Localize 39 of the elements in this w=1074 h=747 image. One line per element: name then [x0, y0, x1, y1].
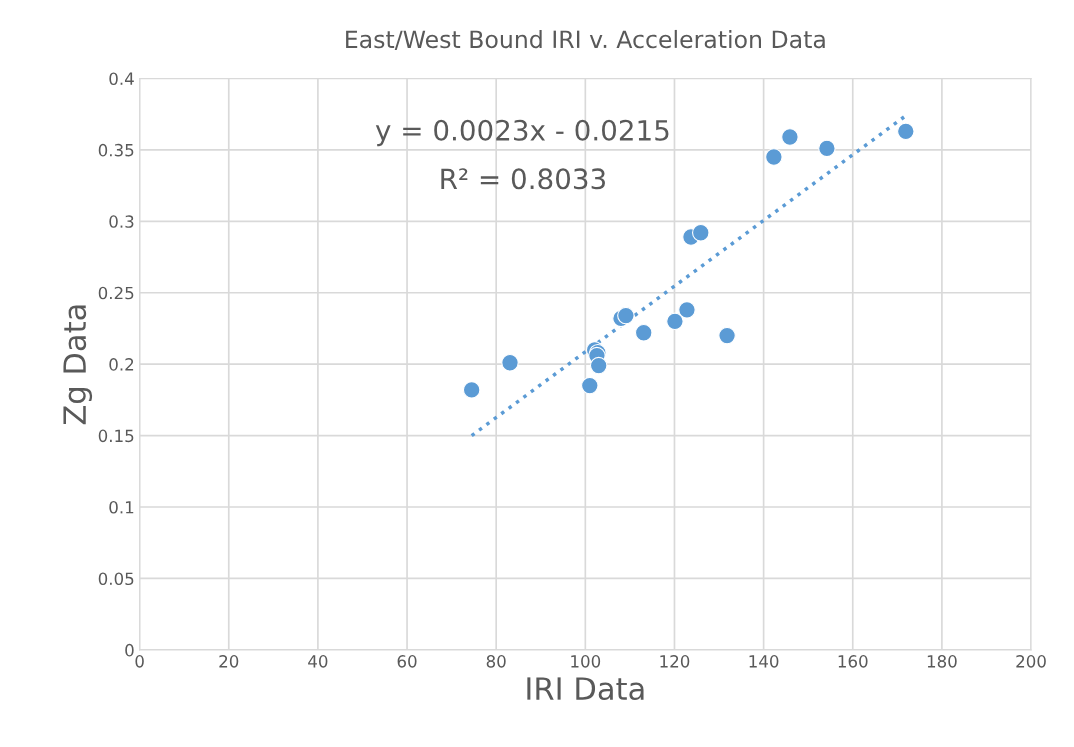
- y-tick-label: 0.2: [109, 358, 134, 371]
- x-tick-label: 200: [1016, 655, 1046, 668]
- x-axis-title: IRI Data: [527, 677, 644, 701]
- point: [634, 323, 653, 342]
- chart-title: East/West Bound IRI v. Acceleration Data: [346, 29, 825, 51]
- point: [718, 326, 736, 345]
- point: [781, 128, 799, 146]
- x-tick-label: 180: [927, 655, 957, 668]
- point: [617, 306, 635, 325]
- x-tick-label: 0: [135, 655, 144, 668]
- x-tick-label: 120: [660, 655, 690, 668]
- point: [678, 301, 696, 319]
- x-tick-label: 40: [308, 655, 328, 668]
- x-tick-label: 100: [571, 655, 601, 668]
- x-tick-label: 20: [219, 655, 239, 668]
- x-tick-label: 140: [749, 655, 779, 668]
- point: [589, 356, 608, 375]
- point: [765, 148, 783, 166]
- point: [501, 353, 519, 372]
- y-tick-label: 0.05: [98, 572, 134, 586]
- x-tick-label: 80: [486, 655, 506, 668]
- y-tick-label: 0.15: [98, 429, 134, 443]
- y-axis-title: Zg Data: [63, 305, 93, 425]
- annotation: R² = 0.8033: [441, 168, 605, 190]
- point: [666, 312, 684, 331]
- point: [897, 122, 915, 141]
- annotation: y = 0.0023x - 0.0215: [375, 119, 669, 147]
- point: [818, 139, 836, 158]
- y-tick-label: 0.1: [109, 500, 134, 514]
- point: [691, 223, 710, 242]
- y-tick-label: 0.35: [98, 143, 134, 157]
- point: [581, 376, 599, 395]
- x-tick-label: 60: [397, 655, 417, 668]
- y-tick-label: 0.4: [109, 72, 134, 85]
- y-tick-label: 0.3: [109, 215, 134, 228]
- x-tick-label: 160: [838, 655, 868, 668]
- y-tick-label: 0: [125, 643, 134, 657]
- point: [462, 381, 481, 399]
- y-tick-label: 0.25: [98, 286, 134, 300]
